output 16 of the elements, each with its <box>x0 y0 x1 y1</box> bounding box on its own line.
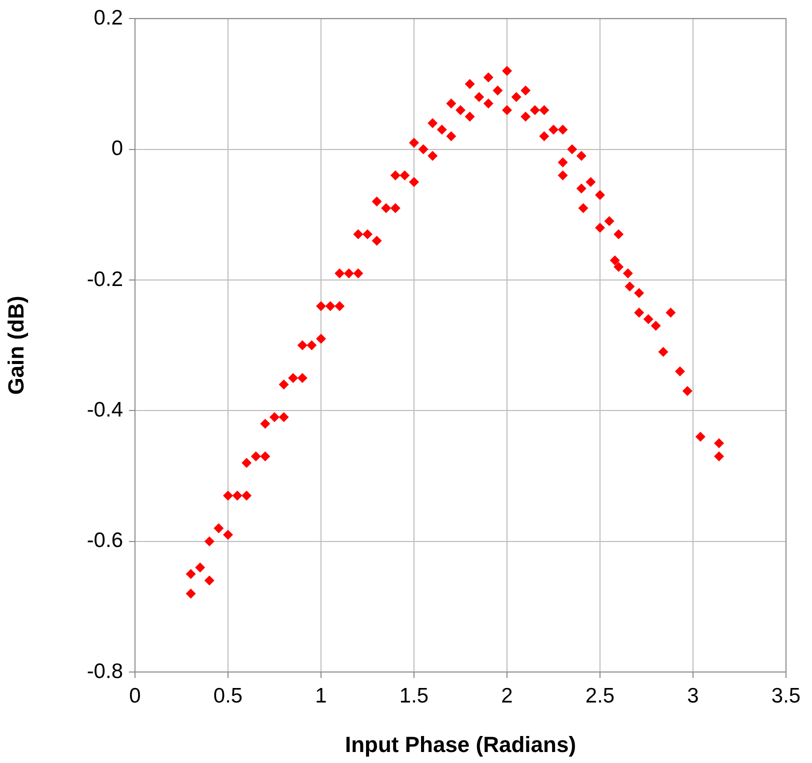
y-tick-label: -0.6 <box>86 529 123 552</box>
y-axis-title: Gain (dB) <box>3 296 28 395</box>
y-tick-label: -0.8 <box>86 660 123 683</box>
x-tick-label: 1.5 <box>399 684 429 708</box>
y-tick-label: -0.2 <box>86 268 123 291</box>
x-tick-label: 2 <box>501 684 513 708</box>
x-tick-label: 0.5 <box>213 684 243 708</box>
y-tick-label: -0.4 <box>86 398 124 422</box>
y-tick-label: 0 <box>111 137 123 160</box>
x-tick-label: 3 <box>687 684 699 708</box>
x-tick-label: 0 <box>129 684 141 708</box>
x-tick-label: 2.5 <box>585 684 615 708</box>
x-axis-title: Input Phase (Radians) <box>344 732 576 757</box>
x-tick-label: 3.5 <box>771 684 801 708</box>
y-tick-label: 0.2 <box>94 6 123 30</box>
x-tick-label: 1 <box>315 684 327 708</box>
